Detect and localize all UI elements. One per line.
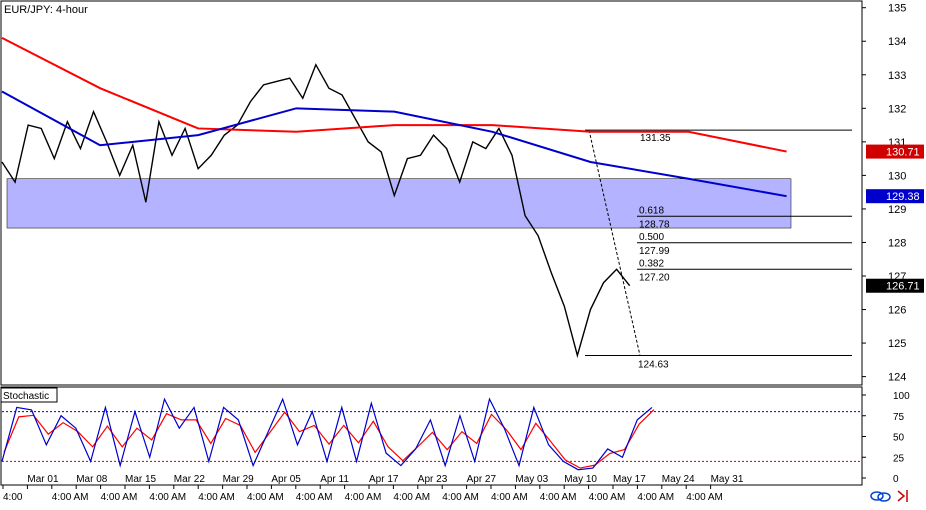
time-tick-label: Mar 15 [125, 474, 157, 485]
time-tick-label: 4:00 AM [589, 492, 626, 503]
time-tick-label: May 03 [515, 474, 548, 485]
fibonacci-retracement: 131.35 124.63 0.618 128.78 0.500 127.990.382 1… [585, 129, 852, 370]
fib-trend-line [588, 130, 641, 356]
price-tick-label: 125 [888, 338, 906, 350]
fib-ratio-label: 0.500 [639, 232, 664, 243]
stochastic-lines [1, 397, 655, 471]
time-tick-label: 4:00 [3, 492, 23, 503]
time-tick-label: 4:00 AM [198, 492, 235, 503]
price-tick-label: 128 [888, 237, 906, 249]
price-tick-label: 130 [888, 170, 906, 182]
price-label-box [866, 278, 924, 293]
support-zone [6, 178, 792, 229]
link-icon[interactable] [870, 491, 891, 502]
time-tick-label: Apr 11 [320, 474, 349, 485]
scroll-end-icon[interactable] [897, 490, 908, 502]
price-label-box [866, 144, 924, 159]
price-label-text: 129.38 [886, 191, 920, 203]
time-tick-label: Apr 23 [418, 474, 448, 485]
time-tick-label: 4:00 AM [442, 492, 479, 503]
fib-value-label: 127.20 [639, 272, 670, 283]
stochastic-tick-label: 25 [893, 453, 905, 464]
time-tick-label: 4:00 AM [686, 492, 723, 503]
time-tick-label: 4:00 AM [345, 492, 382, 503]
stochastic-panel [0, 386, 863, 486]
price-line [1, 63, 631, 359]
time-tick-label: May 10 [564, 474, 597, 485]
stochastic-axis: 100 75 50 25 0 [2, 391, 910, 485]
fib-ratio-label: 0.382 [639, 258, 664, 269]
time-tick-label: Mar 22 [174, 474, 206, 485]
price-tick-label: 124 [888, 372, 906, 384]
time-tick-label: Apr 05 [271, 474, 301, 485]
time-tick-label: Apr 17 [369, 474, 399, 485]
price-tick-label: 134 [888, 36, 906, 48]
time-tick-label: 4:00 AM [149, 492, 186, 503]
moving-average-200-line [1, 37, 787, 153]
stochastic-k-line [1, 397, 653, 471]
stochastic-tick-label: 75 [893, 412, 905, 423]
price-labels: 130.71 129.38 126.71 [866, 144, 924, 293]
price-tick-label: 133 [888, 70, 906, 82]
chart-title: EUR/JPY: 4-hour [4, 4, 88, 16]
price-tick-label: 126 [888, 305, 906, 317]
stochastic-tick-label: 50 [893, 433, 905, 444]
time-tick-label: 4:00 AM [491, 492, 528, 503]
fib-high-label: 131.35 [640, 133, 671, 144]
time-tick-label: May 17 [613, 474, 646, 485]
time-tick-label: May 24 [662, 474, 695, 485]
time-tick-label: Mar 01 [27, 474, 59, 485]
stochastic-tick-label: 0 [893, 474, 899, 485]
price-label-text: 130.71 [886, 147, 920, 159]
time-tick-label: May 31 [711, 474, 744, 485]
stochastic-title-box [0, 387, 58, 403]
time-axis: 4:00 Mar 01 4:00 AM Mar 08 4:00 AM Mar 15 4:00… [2, 474, 744, 503]
time-tick-label: 4:00 AM [296, 492, 333, 503]
time-tick-label: 4:00 AM [637, 492, 674, 503]
fib-value-label: 127.99 [639, 246, 670, 257]
time-tick-label: 4:00 AM [101, 492, 138, 503]
fib-ratio-label: 0.618 [639, 205, 664, 216]
fib-value-label: 128.78 [639, 219, 670, 230]
chart-series [1, 37, 787, 359]
stochastic-title: Stochastic [3, 391, 49, 402]
price-tick-label: 132 [888, 103, 906, 115]
time-tick-label: 4:00 AM [247, 492, 284, 503]
time-tick-label: Apr 27 [467, 474, 497, 485]
time-tick-label: 4:00 AM [393, 492, 430, 503]
time-tick-label: 4:00 AM [52, 492, 89, 503]
price-tick-label: 135 [888, 3, 906, 15]
time-tick-label: Mar 29 [223, 474, 255, 485]
price-label-text: 126.71 [886, 281, 920, 293]
price-label-box [866, 189, 924, 204]
price-tick-label: 129 [888, 204, 906, 216]
stochastic-tick-label: 100 [893, 391, 910, 402]
time-tick-label: 4:00 AM [540, 492, 577, 503]
time-tick-label: Mar 08 [76, 474, 108, 485]
fib-low-label: 124.63 [638, 359, 669, 370]
moving-average-100-line [1, 90, 787, 198]
